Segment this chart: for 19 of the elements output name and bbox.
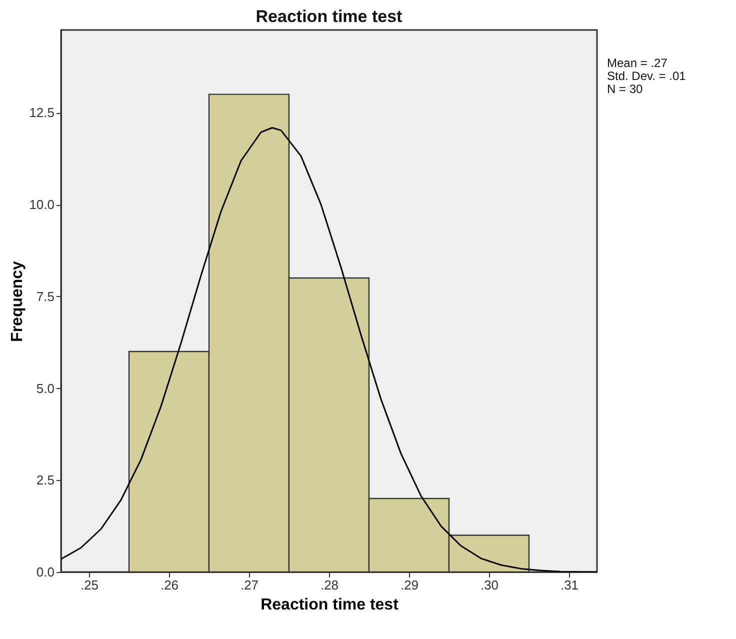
x-tick-label: .26 [160, 578, 179, 592]
text: Std. Dev. = .01 [607, 69, 686, 83]
x-tick-label: .31 [560, 578, 579, 592]
x-tick-label: .27 [240, 578, 259, 592]
x-tick-label: .29 [400, 578, 419, 592]
y-axis-title: Frequency [9, 260, 26, 342]
x-tick-label: .25 [80, 578, 99, 592]
y-tick-label: 12.5 [29, 105, 54, 120]
x-tick-label: .30 [480, 578, 499, 592]
text: N = 30 [607, 82, 644, 96]
x-tick-label: .28 [320, 578, 339, 592]
y-tick-label: 10.0 [29, 197, 54, 212]
x-axis-title: Reaction time test [260, 596, 400, 614]
y-tick-label: 7.5 [36, 288, 54, 304]
y-tick-label: 2.5 [36, 472, 54, 488]
y-tick-label: 0.0 [36, 564, 54, 580]
y-tick-label: 5.0 [36, 380, 54, 396]
text: Mean = .27 [607, 56, 668, 70]
chart-title: Reaction time test [256, 7, 403, 26]
